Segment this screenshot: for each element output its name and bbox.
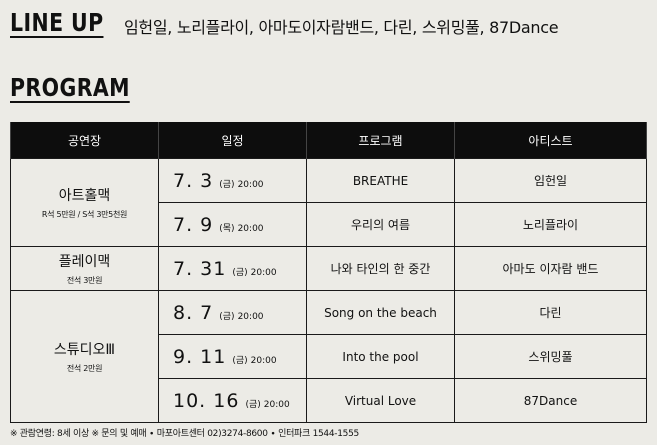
- venue-price: 전석 2만원: [66, 364, 103, 373]
- venue-name: 플레이맥: [58, 254, 111, 270]
- date-cell: 10. 16 (금) 20:00: [158, 378, 307, 423]
- artist-cell: 아마도 이자람 밴드: [454, 246, 647, 291]
- date-text: 7. 3: [173, 169, 214, 192]
- date-text: 7. 31: [173, 257, 227, 280]
- day-of-week: (목): [219, 223, 235, 234]
- program-cell: Virtual Love: [306, 378, 455, 423]
- time-text: 20:00: [237, 311, 264, 322]
- venue-name: 아트홀맥: [58, 188, 111, 204]
- date-cell: 7. 9 (목) 20:00: [158, 202, 307, 247]
- program-cell: Into the pool: [306, 334, 455, 379]
- time-text: 20:00: [237, 223, 264, 234]
- venue-cell: 플레이맥 전석 3만원: [10, 246, 159, 291]
- table-header-row: 공연장 일정 프로그램 아티스트: [10, 122, 647, 159]
- table-row: 스튜디오Ⅲ 전석 2만원 8. 7 (금) 20:00 Song on the be…: [10, 290, 647, 423]
- venue-cell: 스튜디오Ⅲ 전석 2만원: [10, 290, 159, 423]
- venue-price: R석 5만원 / S석 3만5천원: [41, 210, 128, 219]
- program-cell: 나와 타인의 한 중간: [306, 246, 455, 291]
- column-header-artist: 아티스트: [454, 122, 647, 159]
- column-header-program: 프로그램: [306, 122, 455, 159]
- day-of-week: (금): [232, 267, 248, 278]
- table-row: 플레이맥 전석 3만원 7. 31 (금) 20:00 나와 타인의 한 중간 아마…: [10, 246, 647, 291]
- date-cell: 7. 31 (금) 20:00: [158, 246, 307, 291]
- venue-name: 스튜디오Ⅲ: [53, 342, 116, 358]
- program-table: 공연장 일정 프로그램 아티스트 아트홀맥 R석 5만원 / S석 3만5천원 …: [10, 122, 647, 423]
- program-heading: PROGRAM: [10, 73, 130, 103]
- artist-cell: 임헌일: [454, 158, 647, 203]
- day-of-week: (금): [245, 399, 261, 410]
- date-cell: 7. 3 (금) 20:00: [158, 158, 307, 203]
- artist-cell: 다린: [454, 290, 647, 335]
- day-of-week: (금): [219, 179, 235, 190]
- date-text: 8. 7: [173, 301, 214, 324]
- artist-cell: 스위밍풀: [454, 334, 647, 379]
- day-of-week: (금): [219, 311, 235, 322]
- program-cell: BREATHE: [306, 158, 455, 203]
- venue-price: 전석 3만원: [66, 276, 103, 285]
- footer-notice: ※ 관람연령: 8세 이상 ※ 문의 및 예매 ∙ 마포아트센터 02)3274…: [10, 429, 359, 439]
- date-cell: 8. 7 (금) 20:00: [158, 290, 307, 335]
- program-cell: 우리의 여름: [306, 202, 455, 247]
- date-text: 9. 11: [173, 345, 227, 368]
- time-text: 20:00: [250, 267, 277, 278]
- time-text: 20:00: [237, 179, 264, 190]
- column-header-schedule: 일정: [158, 122, 307, 159]
- lineup-artists: 임헌일, 노리플라이, 아마도이자람밴드, 다린, 스위밍풀, 87Dance: [124, 18, 559, 37]
- artist-cell: 노리플라이: [454, 202, 647, 247]
- column-header-venue: 공연장: [10, 122, 159, 159]
- time-text: 20:00: [263, 399, 290, 410]
- table-row: 10. 16 (금) 20:00 Virtual Love 87Dance: [11, 378, 647, 423]
- lineup-heading: LINE UP: [10, 8, 104, 38]
- venue-cell: 아트홀맥 R석 5만원 / S석 3만5천원: [10, 158, 159, 247]
- program-cell: Song on the beach: [306, 290, 455, 335]
- date-text: 10. 16: [173, 389, 240, 412]
- date-cell: 9. 11 (금) 20:00: [158, 334, 307, 379]
- day-of-week: (금): [232, 355, 248, 366]
- time-text: 20:00: [250, 355, 277, 366]
- table-row: 9. 11 (금) 20:00 Into the pool 스위밍풀: [11, 334, 647, 379]
- table-row: 아트홀맥 R석 5만원 / S석 3만5천원 7. 3 (금) 20:00 BREA…: [10, 158, 647, 247]
- artist-cell: 87Dance: [454, 378, 647, 423]
- date-text: 7. 9: [173, 213, 214, 236]
